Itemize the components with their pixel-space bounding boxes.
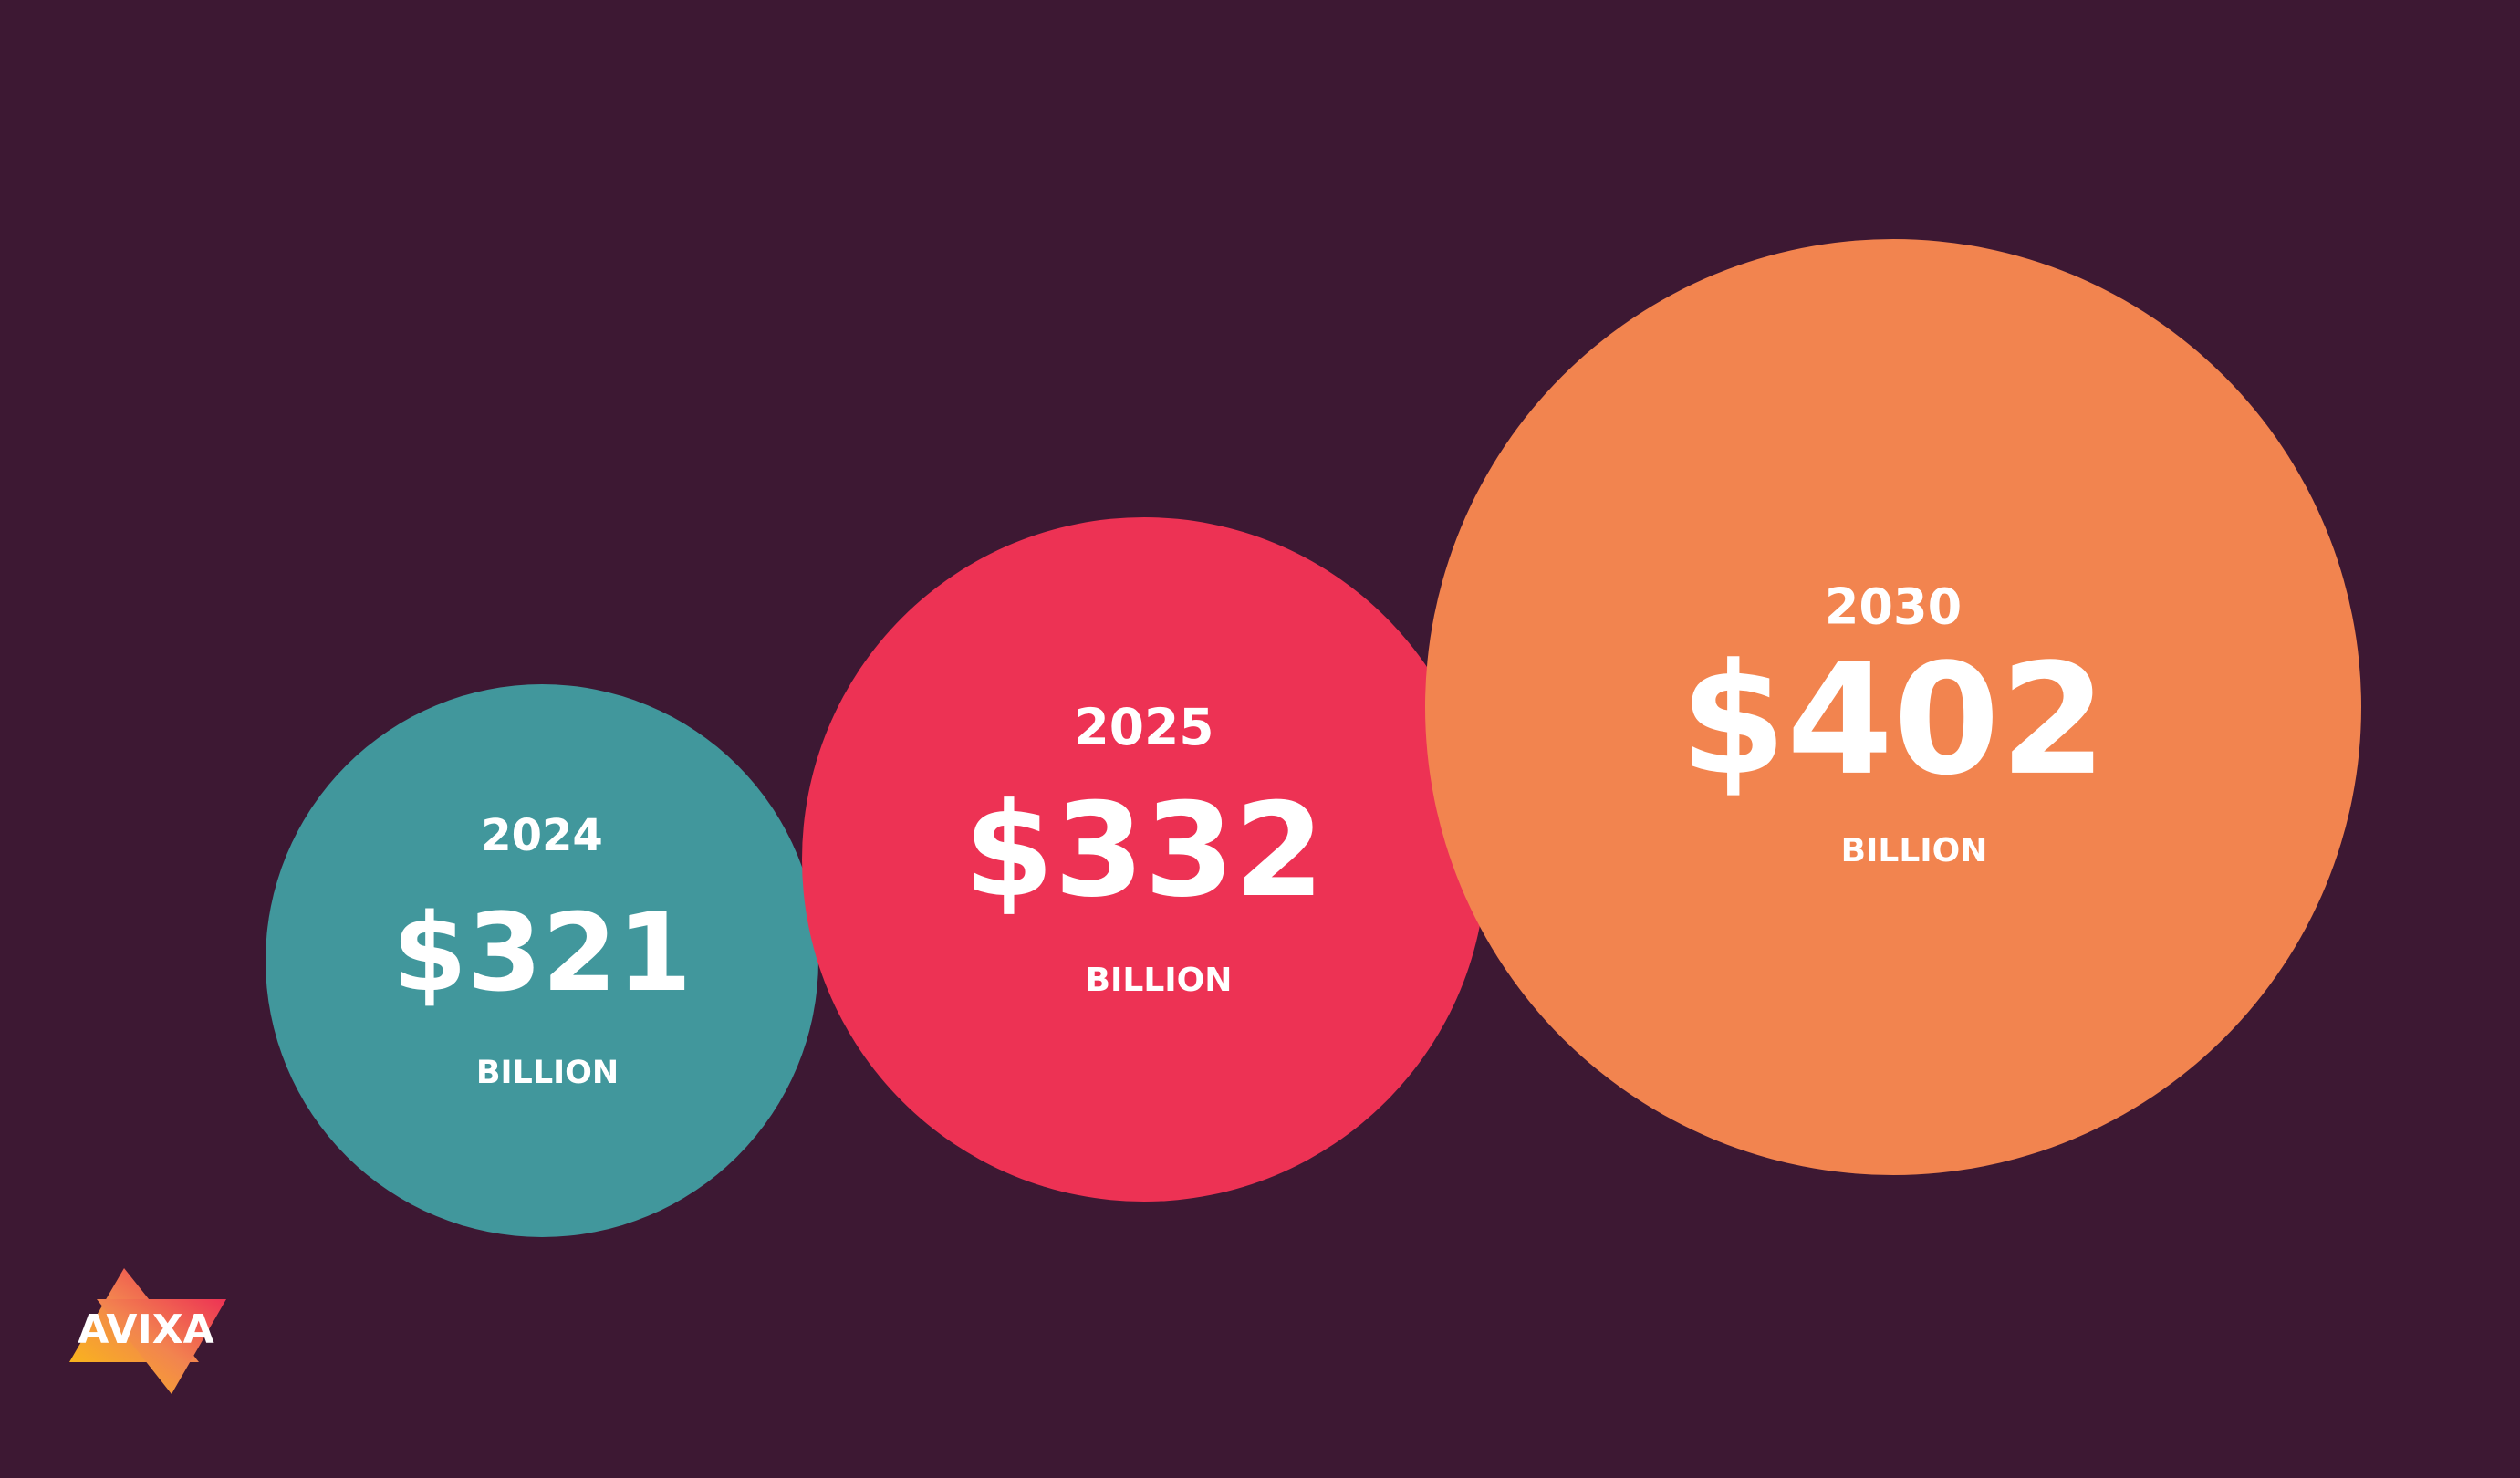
year-label: 2024 (481, 810, 603, 861)
amount-label: $402 (1680, 630, 2107, 809)
bubble (802, 517, 1486, 1202)
year-label: 2030 (1825, 578, 1962, 636)
bubbles: 2024 $321 BILLION 2025 $332 BILLION 2030$402 BI… (266, 239, 2361, 1237)
amount-label: $321 (392, 890, 692, 1015)
logo-text: AVIXA (78, 1306, 213, 1353)
logo-triangle (97, 1299, 226, 1394)
unit-label: BILLION (1841, 832, 1988, 869)
unit-label: BILLION (1086, 962, 1233, 999)
bubble (1425, 239, 2361, 1175)
amount-label: $332 (963, 775, 1324, 926)
bubble (266, 684, 818, 1237)
year-label: 2025 (1074, 698, 1213, 756)
unit-label: BILLION (476, 1055, 619, 1091)
logo: AVIXA (69, 1268, 226, 1394)
